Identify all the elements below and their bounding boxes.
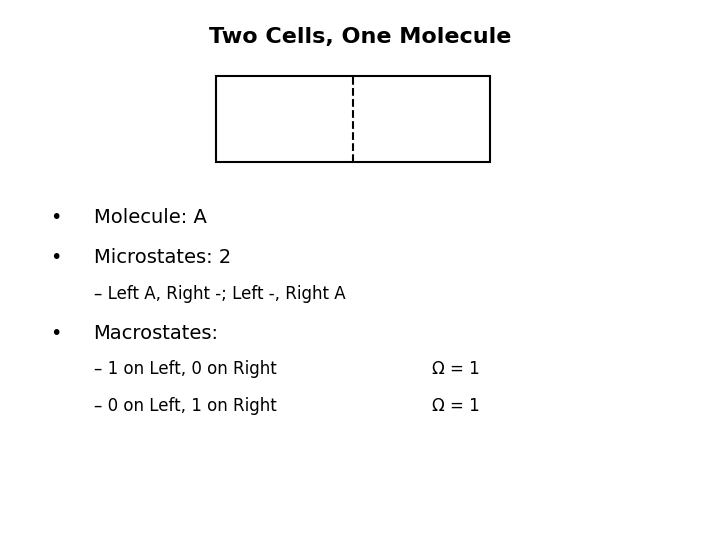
- Text: – 0 on Left, 1 on Right: – 0 on Left, 1 on Right: [94, 397, 276, 415]
- Text: Molecule: A: Molecule: A: [94, 208, 207, 227]
- Text: – Left A, Right -; Left -, Right A: – Left A, Right -; Left -, Right A: [94, 285, 345, 302]
- Text: Macrostates:: Macrostates:: [94, 324, 219, 343]
- Text: – 1 on Left, 0 on Right: – 1 on Left, 0 on Right: [94, 360, 276, 378]
- Text: Two Cells, One Molecule: Two Cells, One Molecule: [209, 27, 511, 47]
- Text: Ω = 1: Ω = 1: [432, 360, 480, 378]
- Bar: [216, 76, 490, 162]
- Text: Microstates: 2: Microstates: 2: [94, 248, 231, 267]
- Text: Ω = 1: Ω = 1: [432, 397, 480, 415]
- Text: •: •: [50, 248, 62, 267]
- Text: •: •: [50, 324, 62, 343]
- Text: •: •: [50, 208, 62, 227]
